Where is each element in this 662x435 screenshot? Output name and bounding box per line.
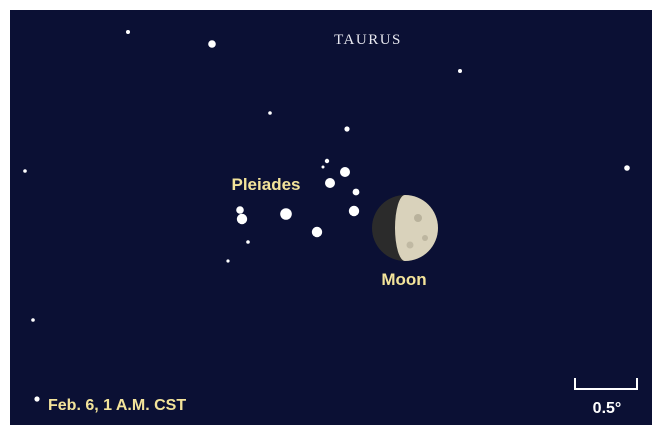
date-caption: Feb. 6, 1 A.M. CST bbox=[48, 397, 186, 414]
sky-background bbox=[10, 10, 652, 425]
scale-label: 0.5° bbox=[593, 400, 622, 417]
moon-label: Moon bbox=[381, 270, 426, 289]
stars bbox=[23, 30, 630, 430]
scale-bar bbox=[574, 378, 638, 390]
moon bbox=[372, 195, 438, 261]
constellation-label: TAURUS bbox=[334, 32, 402, 48]
cluster-label: Pleiades bbox=[232, 175, 301, 194]
